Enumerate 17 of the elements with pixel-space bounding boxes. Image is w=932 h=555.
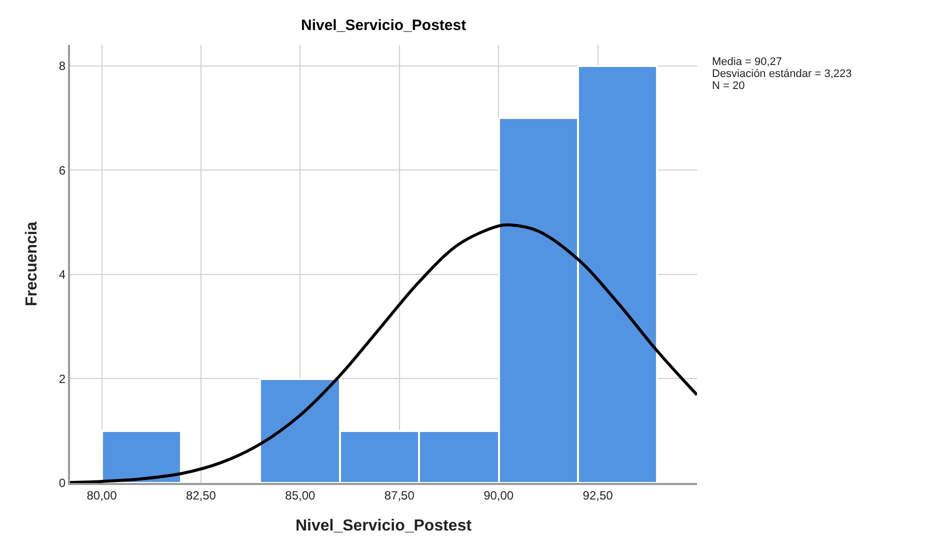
x-tick-label: 85,00 [285, 488, 316, 502]
x-tick-label: 82,50 [186, 488, 216, 502]
x-tick-label: 90,00 [484, 488, 514, 502]
y-tick-label: 8 [58, 59, 66, 74]
y-tick-label: 6 [58, 163, 66, 178]
x-axis-title: Nivel_Servicio_Postest [295, 518, 472, 535]
y-tick-label: 2 [58, 372, 66, 386]
text: N = 20 [712, 80, 745, 92]
y-tick-label: 0 [58, 476, 66, 490]
x-tick-label: 92,50 [582, 488, 614, 502]
chart-title: Nivel_Servicio_Postest [301, 17, 466, 34]
x-tick-label: 80,00 [86, 488, 118, 502]
x-tick-label: 87,50 [384, 488, 415, 502]
y-tick-label: 4 [58, 268, 66, 282]
y-axis-title: Frecuencia [23, 222, 40, 306]
text: Media = 90,27 [712, 56, 782, 68]
text: Desviación estándar = 3,223 [712, 68, 852, 80]
